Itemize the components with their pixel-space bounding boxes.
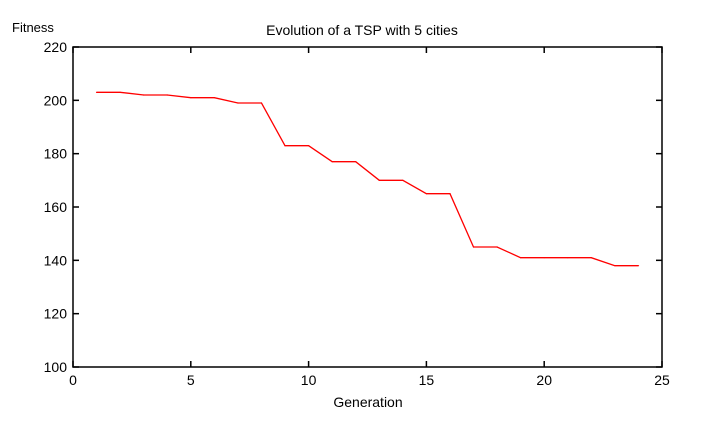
data-point [614,265,616,267]
data-point [331,161,333,163]
data-point [590,257,592,259]
data-point [190,97,192,99]
data-point [472,246,475,248]
data-point [378,179,380,181]
data-point [284,145,286,147]
fitness-line [96,91,639,267]
y-tick-label: 100 [44,359,68,375]
data-point [567,257,569,259]
data-point [95,91,98,93]
x-tick-label: 25 [654,372,670,388]
data-point [260,102,263,104]
data-point [496,246,498,248]
data-point [213,97,215,99]
data-point [308,145,310,147]
data-point [402,179,404,181]
x-tick-label: 0 [69,372,77,388]
y-tick-label: 220 [44,39,68,55]
data-point [119,91,121,93]
data-point [520,257,522,259]
y-tick-label: 200 [44,92,68,108]
y-tick-label: 140 [44,252,68,268]
y-tick-label: 180 [44,146,68,162]
data-point [425,193,427,195]
x-tick-label: 15 [419,372,435,388]
y-axis-label: Fitness [12,20,54,35]
x-axis-label: Generation [333,394,402,410]
data-point [143,94,145,96]
data-point [449,193,451,195]
x-tick-label: 5 [187,372,195,388]
data-point [637,265,640,267]
x-tick-label: 20 [536,372,552,388]
y-tick-label: 160 [44,199,68,215]
data-point [237,102,239,104]
x-tick-label: 10 [301,372,317,388]
data-point [355,161,357,163]
y-tick-label: 120 [44,306,68,322]
data-point [543,257,545,259]
chart-title: Evolution of a TSP with 5 cities [266,22,458,38]
data-point [166,94,168,96]
